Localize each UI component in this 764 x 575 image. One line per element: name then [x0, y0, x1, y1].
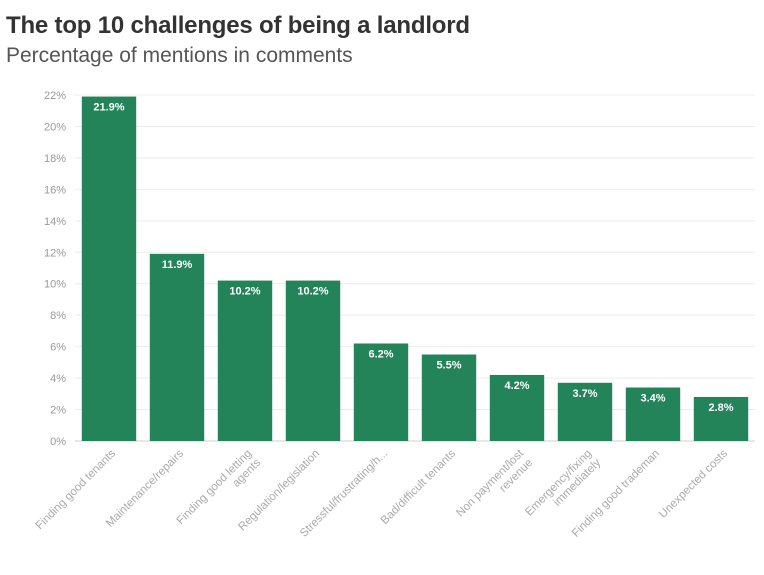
x-category-label: Non payment/lostrevenue	[454, 447, 536, 529]
x-category-label: Unexpected costs	[657, 447, 730, 520]
data-label: 4.2%	[504, 380, 529, 392]
data-label: 6.2%	[368, 348, 393, 360]
bar[interactable]	[421, 354, 477, 442]
y-tick-label: 10%	[44, 279, 66, 291]
x-category-line: Unexpected costs	[657, 447, 730, 520]
x-category-line: Bad/difficult tenants	[379, 447, 458, 526]
chart-subtitle: Percentage of mentions in comments	[6, 44, 353, 67]
data-label: 5.5%	[436, 360, 461, 372]
bars	[81, 96, 749, 442]
y-tick-label: 14%	[44, 216, 66, 228]
bar[interactable]	[217, 280, 273, 441]
x-category-label: Maintenance/repairs	[104, 447, 186, 529]
y-tick-label: 0%	[50, 436, 66, 448]
bar[interactable]	[149, 253, 205, 441]
bar[interactable]	[489, 374, 545, 441]
y-tick-label: 22%	[44, 90, 66, 102]
y-axis-ticks: 0% 2% 4% 6% 8% 10% 12% 14% 16% 18% 20% 22%	[44, 90, 66, 448]
bar[interactable]	[693, 396, 749, 441]
x-category-label: Bad/difficult tenants	[379, 447, 458, 526]
bar[interactable]	[625, 387, 681, 441]
x-category-line: Finding good letting	[175, 448, 254, 527]
y-tick-label: 18%	[44, 153, 66, 165]
chart-title: The top 10 challenges of being a landlor…	[6, 12, 470, 39]
data-labels: 21.9% 11.9% 10.2% 10.2% 6.2% 5.5% 4.2% 3.7% 3.4%…	[93, 102, 733, 414]
y-tick-label: 8%	[50, 310, 66, 322]
y-tick-label: 6%	[50, 342, 66, 354]
data-label: 11.9%	[162, 259, 193, 271]
data-label: 3.4%	[640, 393, 665, 405]
data-label: 21.9%	[93, 102, 124, 114]
bar[interactable]	[353, 343, 409, 441]
bar[interactable]	[81, 96, 137, 441]
data-label: 2.8%	[708, 402, 733, 414]
y-tick-label: 12%	[44, 247, 66, 259]
y-tick-label: 4%	[50, 373, 66, 385]
y-tick-label: 16%	[44, 184, 66, 196]
y-tick-label: 2%	[50, 405, 66, 417]
data-label: 10.2%	[297, 286, 328, 298]
y-tick-label: 20%	[44, 121, 66, 133]
data-label: 3.7%	[572, 388, 597, 400]
x-axis-categories: Finding good tenantsMaintenance/repairsF…	[34, 447, 731, 540]
bar[interactable]	[285, 280, 341, 441]
x-category-line: Maintenance/repairs	[104, 447, 186, 529]
bar[interactable]	[557, 382, 613, 441]
data-label: 10.2%	[229, 286, 260, 298]
